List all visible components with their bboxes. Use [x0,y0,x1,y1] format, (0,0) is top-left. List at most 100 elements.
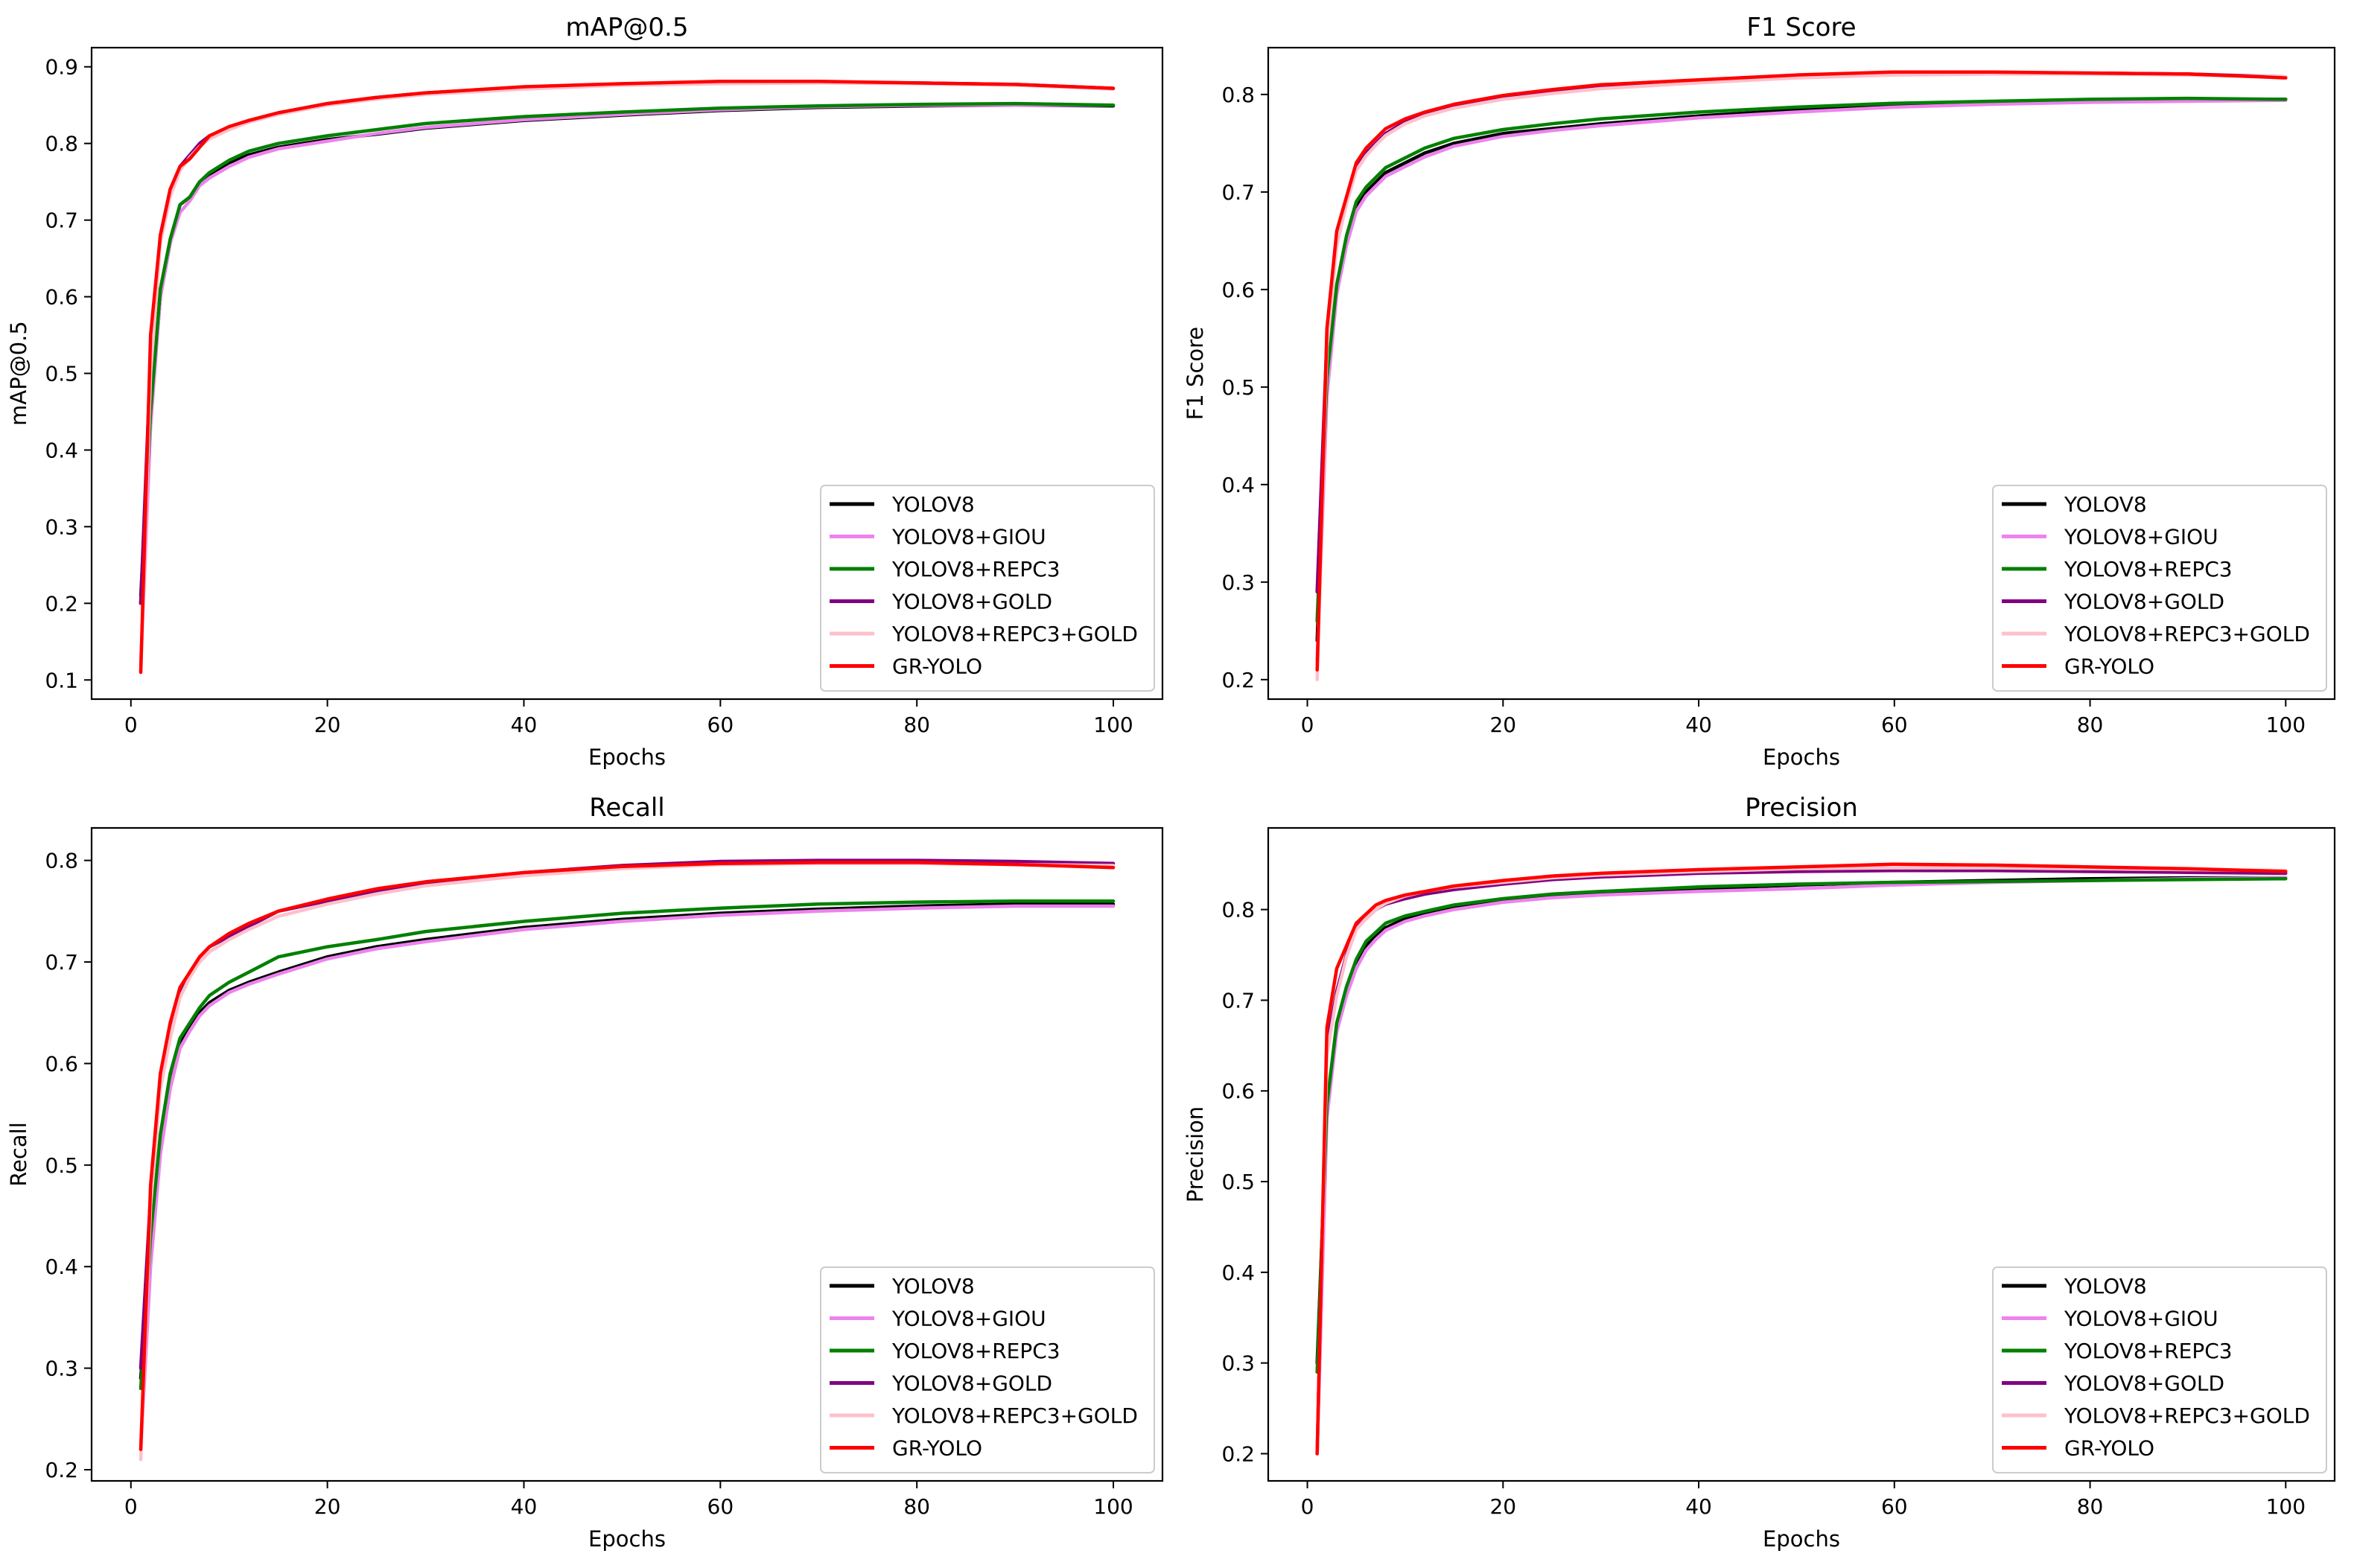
y-tick-label: 0.6 [45,1051,78,1076]
y-tick-label: 0.2 [45,591,78,616]
legend-label: YOLOV8+REPC3 [2064,1339,2233,1363]
chart-title: Precision [1745,793,1858,823]
legend: YOLOV8 YOLOV8+GIOU YOLOV8+REPC3 YOLOV8+GOLD… [1992,485,2327,692]
chart-title: Recall [589,793,664,823]
legend-label: YOLOV8+GIOU [891,525,1046,549]
legend-label: YOLOV8+REPC3+GOLD [2064,1403,2310,1428]
series-line-gr-yolo [1315,70,2288,672]
y-tick-label: 0.1 [45,668,78,692]
x-tick-label: 80 [2077,1494,2104,1519]
y-tick-label: 0.3 [1221,1351,1255,1376]
series-line-yolov8-giou [139,904,1116,1451]
series-line-yolov8-repc3 [139,101,1116,598]
x-tick-label: 20 [314,1494,341,1519]
x-tick-label: 100 [2266,1494,2306,1519]
series-line-yolov8-repc3 [139,899,1116,1391]
y-tick-label: 0.8 [45,132,78,156]
series-group [139,858,1116,1462]
legend-label: YOLOV8+GOLD [891,1371,1052,1396]
chart-title: mAP@0.5 [566,13,689,42]
y-tick-label: 0.2 [1221,1441,1255,1466]
x-axis-label: Epochs [1763,745,1840,770]
y-tick-label: 0.8 [1221,83,1255,107]
y-tick-label: 0.4 [1221,1261,1255,1285]
y-tick-label: 0.7 [45,950,78,975]
y-tick-label: 0.3 [45,514,78,539]
y-tick-label: 0.3 [45,1357,78,1381]
series-line-yolov8-repc3 [1315,96,2288,623]
y-tick-label: 0.4 [1221,473,1255,497]
axes-frame [1267,46,2336,701]
series-group [139,80,1116,675]
x-tick-label: 0 [1301,1494,1314,1519]
y-tick-label: 0.2 [1221,668,1255,692]
x-tick-label: 100 [1093,713,1133,737]
chart-title: F1 Score [1746,13,1856,42]
y-tick-label: 0.4 [45,1255,78,1279]
y-axis-label: Recall [6,1122,31,1187]
x-axis-label: Epochs [1763,1526,1840,1552]
axes-frame [90,826,1164,1482]
y-tick-label: 0.4 [45,438,78,462]
y-tick-label: 0.7 [45,208,78,233]
legend-label: GR-YOLO [892,1436,982,1461]
y-axis-label: F1 Score [1183,327,1208,421]
x-tick-label: 0 [124,713,138,737]
x-axis-label: Epochs [588,745,666,770]
legend-box [820,485,1155,692]
series-line-yolov8-repc3-gold [1315,72,2288,682]
legend-label: YOLOV8+REPC3 [891,1339,1060,1363]
x-axis-label: Epochs [588,1526,666,1552]
legend-box [1992,485,2327,692]
legend-label: YOLOV8 [891,492,975,517]
legend-box [820,1266,1155,1473]
x-tick-label: 40 [1685,1494,1712,1519]
y-tick-label: 0.6 [1221,278,1255,302]
legend: YOLOV8 YOLOV8+GIOU YOLOV8+REPC3 YOLOV8+GOLD… [820,1266,1155,1473]
x-tick-label: 40 [1685,713,1712,737]
x-tick-label: 0 [124,1494,138,1519]
chart-panel-4: 0 20 40 60 80 100 0.2 0.3 0.4 0.5 0.6 0.7 0.8 Precisi… [1183,793,2336,1552]
series-line-gr-yolo [1315,862,2288,1456]
chart-panel-1: 0 20 40 60 80 100 0.1 0.2 0.3 0.4 0.5 0.6 0.7 0.8 0.9 m… [6,13,1164,770]
series-group [1315,862,2288,1456]
legend-label: YOLOV8+REPC3+GOLD [891,622,1138,646]
y-tick-label: 0.5 [1221,1170,1255,1194]
x-tick-label: 40 [511,713,538,737]
legend-label: YOLOV8+GOLD [2064,590,2224,614]
y-axis-label: Precision [1183,1106,1208,1202]
legend-label: GR-YOLO [2064,1436,2154,1461]
x-tick-label: 80 [2077,713,2104,737]
legend-label: YOLOV8+GOLD [891,590,1052,614]
y-tick-label: 0.7 [1221,180,1255,205]
x-tick-label: 20 [1489,1494,1516,1519]
series-line-yolov8-giou [1315,98,2288,662]
x-tick-label: 80 [903,1494,930,1519]
series-line-gr-yolo [139,80,1116,675]
legend-label: YOLOV8+GOLD [2064,1371,2224,1396]
legend-label: GR-YOLO [892,654,982,679]
legend-label: YOLOV8+GIOU [2064,1307,2218,1331]
y-tick-label: 0.9 [45,55,78,80]
axes-frame [1267,826,2336,1482]
x-tick-label: 20 [314,713,341,737]
y-tick-label: 0.8 [1221,898,1255,922]
legend-label: YOLOV8+REPC3+GOLD [2064,622,2310,646]
y-axis-label: mAP@0.5 [6,321,31,426]
y-tick-label: 0.5 [45,1153,78,1178]
x-tick-label: 60 [707,1494,734,1519]
x-tick-label: 60 [1881,1494,1908,1519]
y-tick-label: 0.2 [45,1458,78,1482]
x-tick-label: 60 [1881,713,1908,737]
x-tick-label: 60 [707,713,734,737]
x-tick-label: 80 [903,713,930,737]
legend-label: YOLOV8 [2064,1274,2147,1298]
x-tick-label: 0 [1301,713,1314,737]
y-tick-label: 0.7 [1221,988,1255,1013]
legend-label: YOLOV8+REPC3 [891,557,1060,581]
legend: YOLOV8 YOLOV8+GIOU YOLOV8+REPC3 YOLOV8+GOLD… [820,485,1155,692]
x-tick-label: 40 [511,1494,538,1519]
legend-label: GR-YOLO [2064,654,2154,679]
series-line-gr-yolo [139,861,1116,1451]
